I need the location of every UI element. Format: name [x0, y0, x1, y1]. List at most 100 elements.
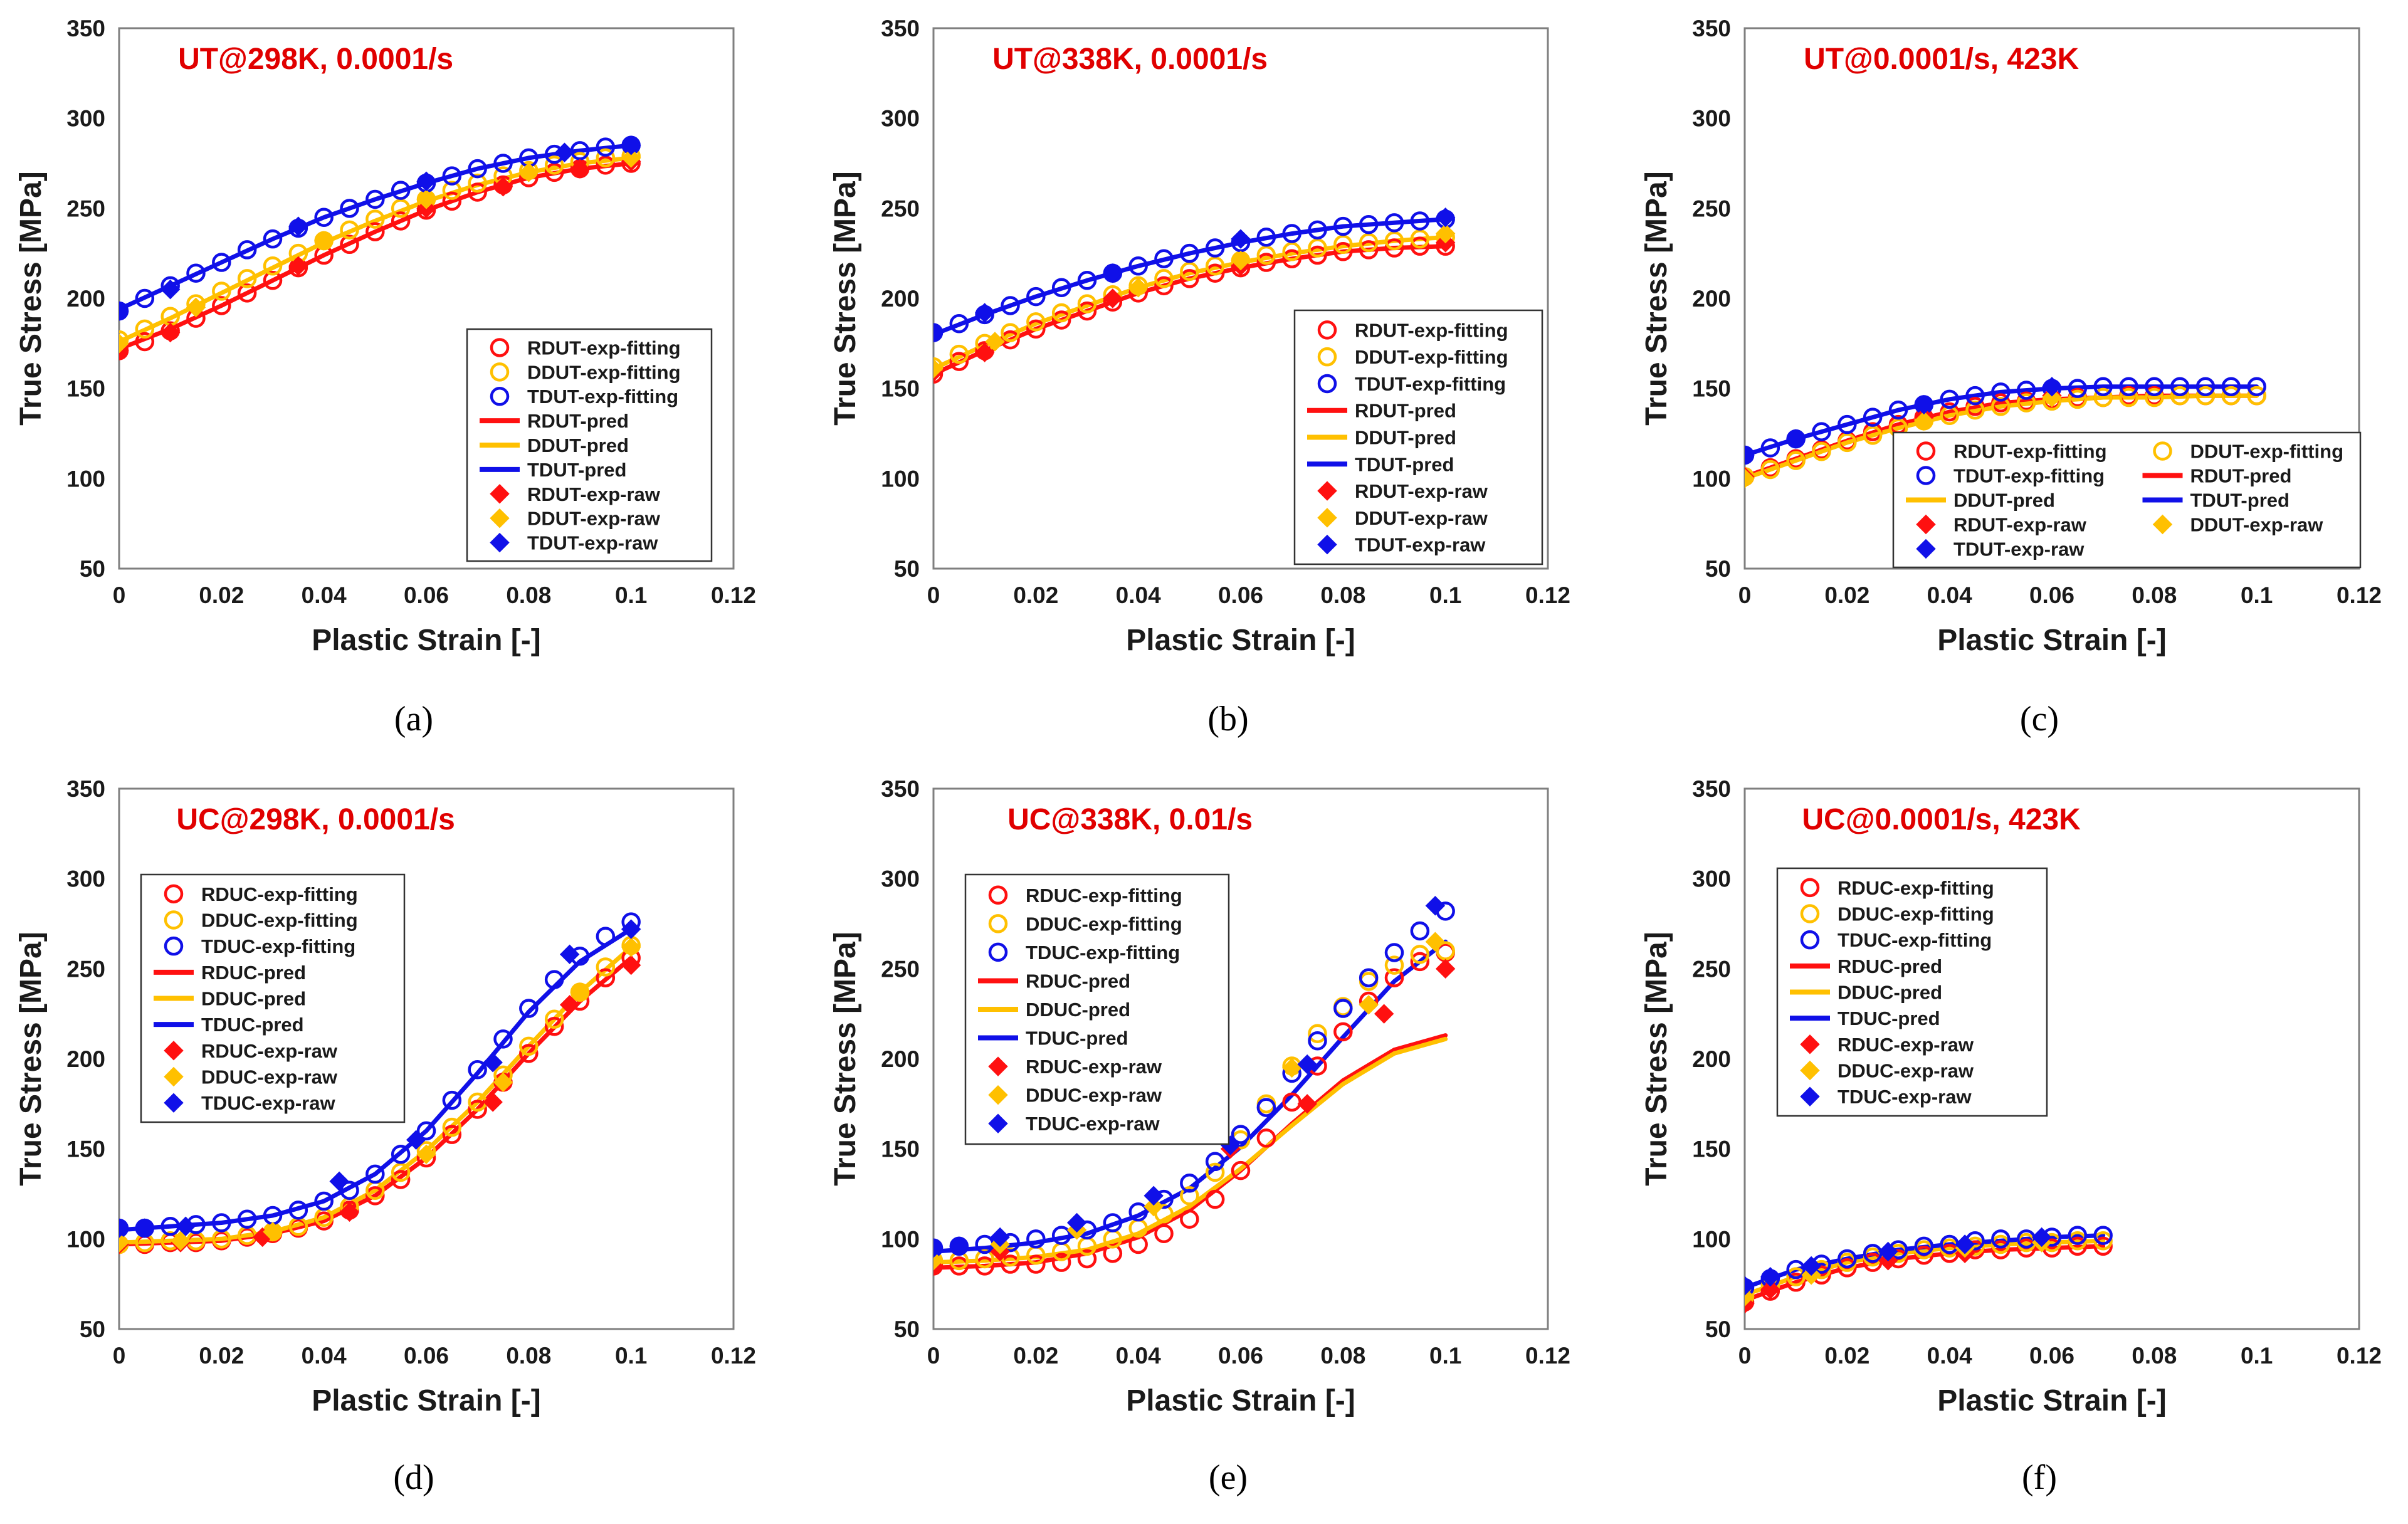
data-point-circle	[314, 1191, 334, 1211]
data-point-circle	[949, 313, 969, 334]
data-point-circle	[1436, 941, 1455, 960]
legend-entry: TDUC-exp-fitting	[988, 942, 1180, 964]
data-point-circle	[1077, 1249, 1097, 1269]
data-point-diamond	[1066, 1212, 1087, 1233]
data-point-circle	[468, 1059, 487, 1080]
legend-label: RDUT-exp-raw	[1953, 514, 2087, 536]
data-point-circle	[1077, 271, 1097, 290]
legend-label: TDUC-pred	[1838, 1007, 1940, 1029]
data-point-diamond	[933, 359, 944, 379]
legend-label: TDUT-pred	[2190, 490, 2290, 512]
legend-entry: RDUC-exp-raw	[1800, 1034, 1974, 1056]
x-tick-label: 0	[927, 582, 940, 608]
chart-panel-f: 50 100 150 200 250 300 350 0 0.02 0.04 0.06 0.08 0.1…	[1640, 776, 2382, 1497]
data-point-diamond	[1760, 1280, 1780, 1300]
data-point-diamond	[1144, 1196, 1164, 1217]
data-point-circle	[1410, 921, 1430, 941]
legend-swatch-diamond	[1800, 1034, 1820, 1054]
data-point-diamond	[119, 1232, 129, 1253]
data-point-diamond	[570, 982, 590, 1002]
legend-label: DDUC-pred	[1838, 982, 1942, 1004]
y-tick-label: 300	[1692, 106, 1731, 132]
y-tick-label: 250	[881, 956, 920, 982]
data-point-circle	[1180, 269, 1199, 288]
data-point-circle	[1154, 276, 1174, 296]
data-point-diamond	[416, 189, 436, 209]
data-point-circle	[1812, 422, 1831, 441]
legend-entry: DDUC-pred	[978, 999, 1130, 1021]
data-point-diamond	[621, 135, 641, 155]
legend: RDUC-exp-fitting DDUC-exp-fitting TDUC-exp…	[140, 873, 406, 1123]
data-point-circle	[1051, 310, 1071, 330]
data-point-diamond	[949, 1236, 969, 1256]
data-point-circle	[596, 968, 616, 987]
legend-entry: DDUT-exp-raw	[490, 508, 661, 530]
data-point-diamond	[1128, 278, 1149, 298]
legend-entry: TDUC-pred	[978, 1027, 1128, 1049]
data-point-circle	[468, 1100, 487, 1119]
data-point-circle	[1026, 1229, 1046, 1249]
y-tick-label: 150	[881, 376, 920, 402]
data-point-circle	[1863, 407, 1883, 427]
y-tick-label: 50	[80, 1316, 105, 1342]
data-point-circle	[340, 220, 359, 240]
data-point-diamond	[329, 1171, 349, 1192]
data-point-circle	[2016, 381, 2036, 400]
x-tick-label: 0.04	[302, 1343, 347, 1369]
legend-swatch-diamond	[164, 1066, 184, 1087]
data-point-circle	[263, 256, 283, 276]
data-point-diamond	[621, 937, 641, 957]
legend-entry: TDUT-exp-fitting	[1916, 465, 2105, 487]
data-point-diamond	[1103, 288, 1123, 308]
data-point-diamond	[135, 1218, 155, 1238]
data-point-diamond	[1231, 229, 1251, 249]
data-point-circle	[596, 957, 616, 977]
data-point-circle	[468, 182, 487, 202]
data-point-diamond	[1745, 1276, 1755, 1296]
data-point-diamond	[493, 177, 513, 197]
data-point-circle	[1333, 234, 1353, 255]
legend-label: TDUC-exp-fitting	[1838, 929, 1992, 951]
x-tick-label: 0.02	[1824, 1343, 1869, 1369]
series-TDUT-exp-raw	[1745, 377, 2062, 465]
legend-entry: DDUT-exp-raw	[2152, 514, 2323, 536]
legend-label: TDUC-exp-raw	[1838, 1086, 1972, 1108]
data-point-circle	[1103, 1213, 1123, 1232]
data-point-circle	[596, 148, 616, 168]
panel-label: (b)	[1207, 700, 1248, 738]
data-point-circle	[1410, 211, 1430, 231]
x-tick-label: 0.08	[506, 1343, 551, 1369]
y-tick-label: 100	[66, 1226, 105, 1252]
data-point-circle	[119, 330, 129, 350]
data-point-diamond	[416, 1144, 436, 1164]
legend-entry: RDUT-exp-raw	[1317, 480, 1488, 502]
data-point-circle	[975, 1249, 994, 1269]
data-point-diamond	[1760, 1266, 1780, 1287]
data-point-circle	[2170, 386, 2190, 406]
data-point-circle	[2093, 377, 2113, 397]
data-point-circle	[1359, 214, 1379, 234]
data-point-circle	[519, 999, 539, 1018]
legend-entry: TDUT-exp-fitting	[1317, 373, 1506, 395]
legend-swatch-circle	[1317, 374, 1337, 394]
legend-label: TDUT-exp-raw	[527, 532, 658, 554]
data-point-diamond	[1359, 995, 1379, 1015]
legend-label: TDUC-pred	[201, 1014, 304, 1036]
y-tick-label: 150	[66, 1137, 105, 1162]
data-point-circle	[1128, 1202, 1148, 1222]
data-point-circle	[1256, 253, 1276, 272]
legend-entry: DDUT-pred	[1906, 490, 2055, 512]
legend-label: RDUC-exp-fitting	[1838, 877, 1994, 899]
data-point-circle	[596, 155, 616, 175]
legend-label: RDUC-pred	[1026, 970, 1130, 992]
data-point-circle	[1205, 256, 1225, 276]
data-point-circle	[1384, 943, 1404, 962]
data-point-circle	[1001, 323, 1020, 342]
data-point-diamond	[483, 1092, 503, 1112]
data-point-circle	[2145, 377, 2164, 397]
data-point-diamond	[119, 1218, 129, 1238]
legend-swatch-circle	[988, 885, 1008, 905]
legend-entry: RDUT-exp-fitting	[1916, 441, 2107, 463]
data-point-diamond	[186, 297, 206, 318]
legend-label: RDUC-exp-fitting	[201, 883, 358, 905]
